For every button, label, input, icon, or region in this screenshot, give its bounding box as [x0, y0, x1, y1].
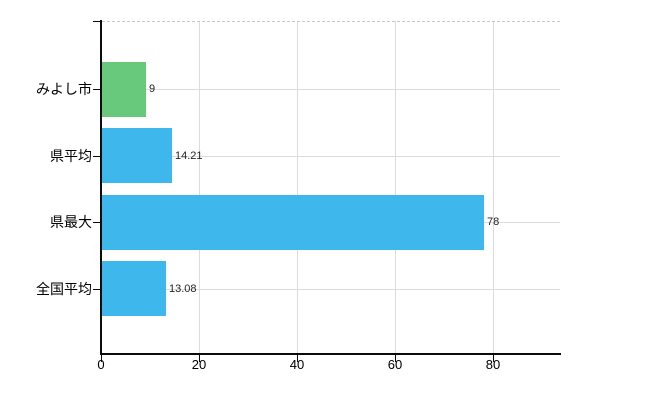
value-label: 14.21	[175, 149, 203, 162]
value-label: 78	[487, 216, 500, 228]
x-axis-line	[100, 353, 561, 355]
y-axis-tick	[93, 222, 101, 223]
vertical-gridline	[199, 21, 200, 353]
vertical-gridline	[297, 21, 298, 353]
category-label: 県最大	[50, 214, 92, 230]
plot-top-dashed-gridline	[102, 21, 560, 22]
vertical-gridline	[395, 21, 396, 353]
x-tick-label: 80	[485, 357, 501, 372]
category-label: みよし市	[36, 81, 92, 97]
y-axis-tick	[93, 289, 101, 290]
horizontal-gridline	[102, 156, 560, 157]
x-axis-tick	[101, 354, 102, 362]
category-label: 県平均	[50, 147, 92, 164]
bar	[102, 61, 146, 117]
vertical-gridline	[493, 21, 494, 353]
x-tick-label: 0	[97, 357, 105, 372]
x-axis-tick	[199, 354, 200, 362]
x-tick-label: 40	[289, 357, 305, 372]
value-label: 13.08	[169, 282, 197, 295]
bar	[102, 128, 172, 183]
x-axis-tick	[493, 354, 494, 362]
x-tick-label: 20	[191, 357, 207, 372]
horizontal-gridline	[102, 89, 560, 90]
bar	[102, 194, 484, 250]
bar	[102, 261, 166, 316]
y-axis-line	[100, 20, 102, 354]
x-axis-tick	[395, 354, 396, 362]
y-axis-top-tick	[93, 21, 101, 22]
value-label: 9	[149, 83, 156, 95]
horizontal-gridline	[102, 289, 560, 290]
x-axis-tick	[297, 354, 298, 362]
category-label: 全国平均	[36, 280, 92, 297]
y-axis-tick	[93, 89, 101, 90]
y-axis-tick	[93, 156, 101, 157]
x-tick-label: 60	[387, 357, 403, 372]
